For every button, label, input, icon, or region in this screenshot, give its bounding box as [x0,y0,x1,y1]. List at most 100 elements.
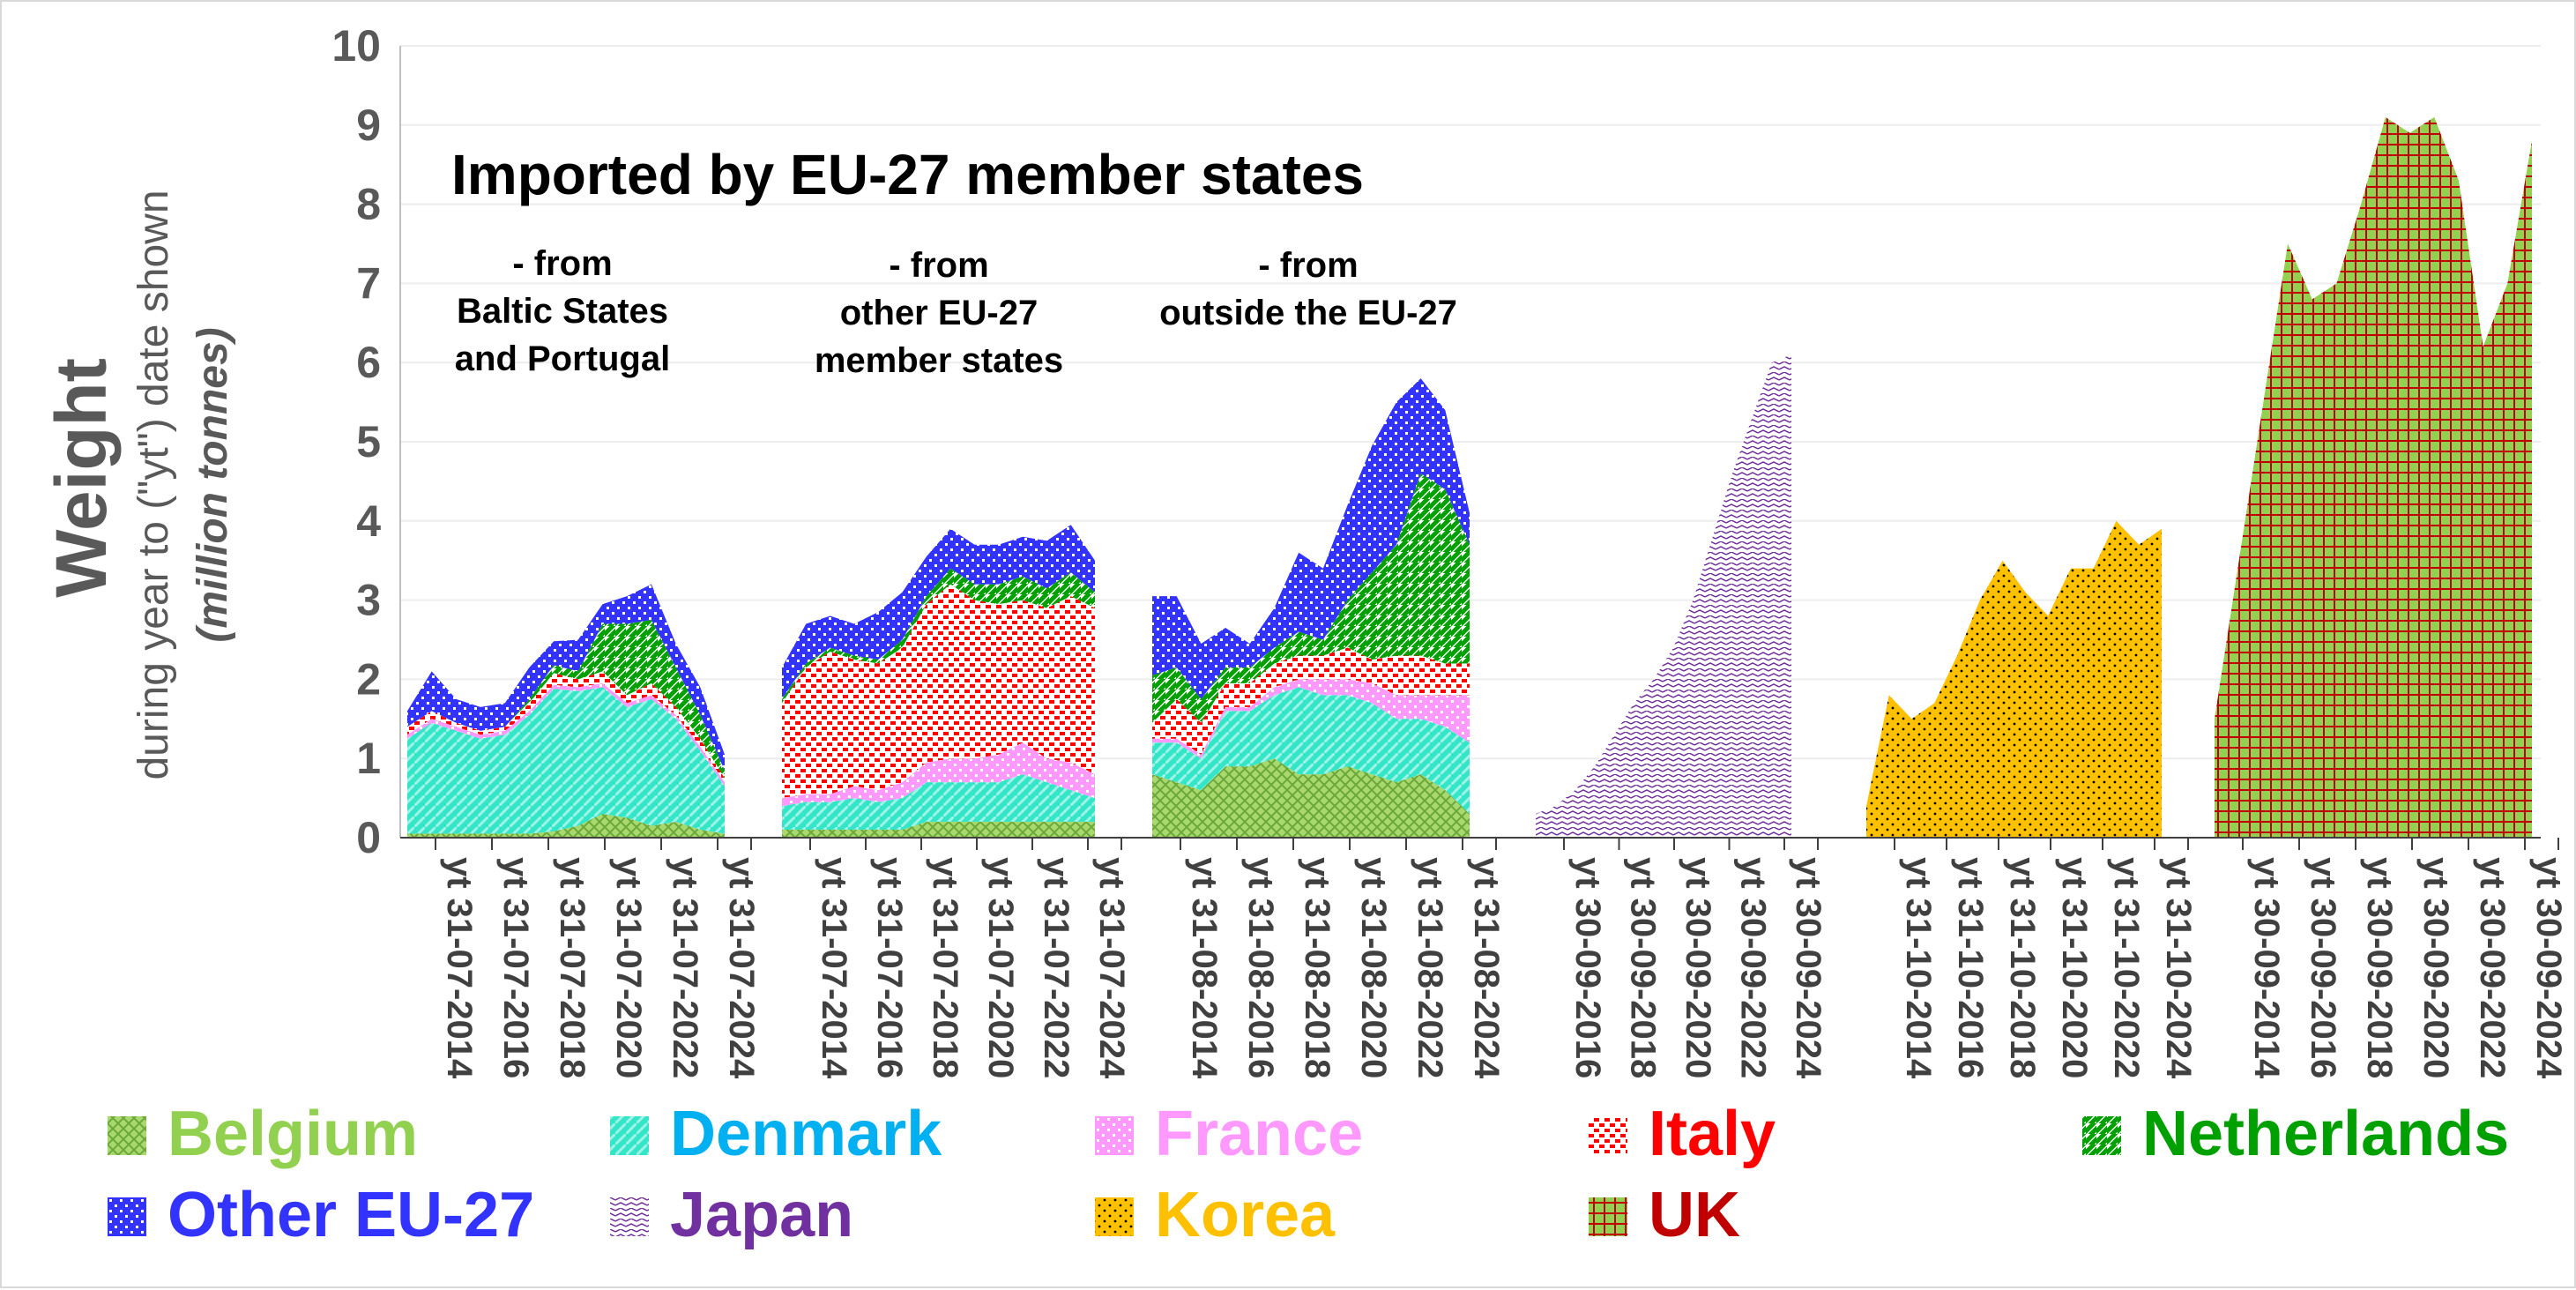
x-tick-label: yt 31-07-2024 [722,857,761,1079]
panel-5 [1866,520,2162,838]
legend-swatch [1589,1116,1627,1155]
area-denmark [782,774,1095,831]
x-tick-label: yt 31-10-2022 [2107,857,2146,1078]
legend-item-netherlands: Netherlands [2082,1099,2509,1169]
y-tick-label: 10 [331,21,381,71]
legend-label: Netherlands [2142,1099,2509,1169]
y-tick-label: 3 [356,576,381,625]
y-tick-label: 7 [356,258,381,308]
legend-label: Denmark [670,1099,942,1169]
panel-6 [2215,116,2532,838]
x-tick-label: yt 31-08-2014 [1185,857,1224,1079]
x-tick-label: yt 30-09-2020 [2416,857,2455,1078]
panel-1 [407,584,725,838]
area-netherlands [407,620,725,779]
legend-swatch [610,1197,649,1236]
y-tick-label: 8 [356,180,381,229]
area-other [782,525,1095,699]
y-tick-label: 9 [356,101,381,150]
legend: Belgium Denmark France Italy Netherlands Othe… [108,1099,2509,1250]
annotation-line: and Portugal [455,339,670,378]
x-tick-label: yt 31-07-2022 [1037,857,1076,1078]
x-tick-label: yt 31-07-2014 [815,857,853,1079]
area-belgium [407,814,725,838]
annotation-line: Baltic States [457,292,668,331]
area-belgium [1152,758,1470,838]
legend-swatch [610,1116,649,1155]
x-tick-label: yt 30-09-2014 [2247,857,2286,1079]
legend-item-korea: Korea [1095,1180,1336,1250]
x-tick-label: yt 31-07-2016 [870,857,909,1078]
y-tick-label: 4 [356,496,381,546]
x-tick-label: yt 30-09-2018 [2360,857,2399,1078]
legend-item-uk: UK [1589,1180,1740,1250]
area-other [407,584,725,771]
annotation-line: member states [815,341,1063,380]
x-tick-label: yt 31-07-2024 [1092,857,1131,1079]
area-uk [2215,116,2532,838]
y-axis-title-sub: during year to ("yt") date shown [130,190,177,779]
legend-item-denmark: Denmark [610,1099,942,1169]
legend-swatch [108,1116,146,1155]
annotation-line: outside the EU-27 [1159,294,1457,332]
area-france [407,682,725,787]
panel-annotation: - from other EU-27 member states [815,246,1063,380]
area-other [1152,378,1470,699]
x-tick-label: yt 30-09-2016 [2304,857,2342,1078]
y-tick-labels: 0 1 2 3 4 5 6 7 8 9 10 [331,21,381,862]
legend-item-japan: Japan [610,1180,853,1250]
legend-label: Other EU-27 [168,1180,534,1250]
chart-title: Imported by EU-27 member states [451,143,1364,206]
legend-swatch [1589,1197,1627,1236]
panel-annotation: - from outside the EU-27 [1159,246,1457,332]
x-tick-label: yt 30-09-2018 [1624,857,1663,1078]
x-tick-label: yt 30-09-2022 [1734,857,1773,1078]
area-france [1152,679,1470,759]
x-tick-label: yt 30-09-2022 [2473,857,2512,1078]
area-netherlands [782,568,1095,704]
legend-label: UK [1649,1180,1740,1250]
x-tick-label: yt 31-10-2024 [2159,857,2198,1079]
area-netherlands [1152,473,1470,723]
x-tick-label: yt 31-10-2016 [1951,857,1990,1078]
legend-item-belgium: Belgium [108,1099,418,1169]
legend-label: Italy [1649,1099,1776,1169]
legend-swatch [108,1197,146,1236]
y-tick-label: 2 [356,654,381,704]
panel-annotations: - from Baltic States and Portugal - from oth… [455,244,1457,380]
x-tick-label: yt 30-09-2020 [1679,857,1717,1078]
legend-label: Japan [670,1180,853,1250]
x-tick-label: yt 31-10-2018 [2003,857,2042,1078]
area-denmark [1152,687,1470,815]
legend-swatch [1095,1197,1134,1236]
x-tick-label: yt 31-07-2014 [440,857,479,1079]
area-france [782,742,1095,807]
x-tick-label: yt 31-08-2022 [1411,857,1449,1078]
x-tick-label: yt 30-09-2024 [1789,857,1828,1079]
legend-swatch [2082,1116,2121,1155]
x-tick-label: yt 31-10-2020 [2055,857,2094,1078]
y-axis-title-unit: (million tonnes) [190,327,236,642]
legend-item-italy: Italy [1589,1099,1776,1169]
x-tick-label: yt 31-08-2024 [1467,857,1506,1079]
x-tick-label: yt 31-07-2018 [926,857,964,1078]
x-tick-label: yt 30-09-2016 [1568,857,1607,1078]
annotation-line: - from [889,246,988,285]
x-tick-label: yt 31-08-2016 [1241,857,1280,1078]
x-tick-label: yt 31-08-2020 [1354,857,1393,1078]
x-tick-label: yt 30-09-2024 [2529,857,2568,1079]
area-korea [1866,520,2162,838]
gridlines [400,45,2541,760]
area-series [407,116,2532,839]
y-tick-label: 1 [356,734,381,783]
y-tick-label: 5 [356,417,381,466]
x-tick-label: yt 31-10-2014 [1899,857,1938,1079]
x-tick-label: yt 31-07-2018 [553,857,592,1078]
annotation-line: - from [512,244,612,283]
panel-3 [1152,378,1470,838]
legend-label: Korea [1155,1180,1336,1250]
x-tick-label: yt 31-07-2020 [981,857,1020,1078]
